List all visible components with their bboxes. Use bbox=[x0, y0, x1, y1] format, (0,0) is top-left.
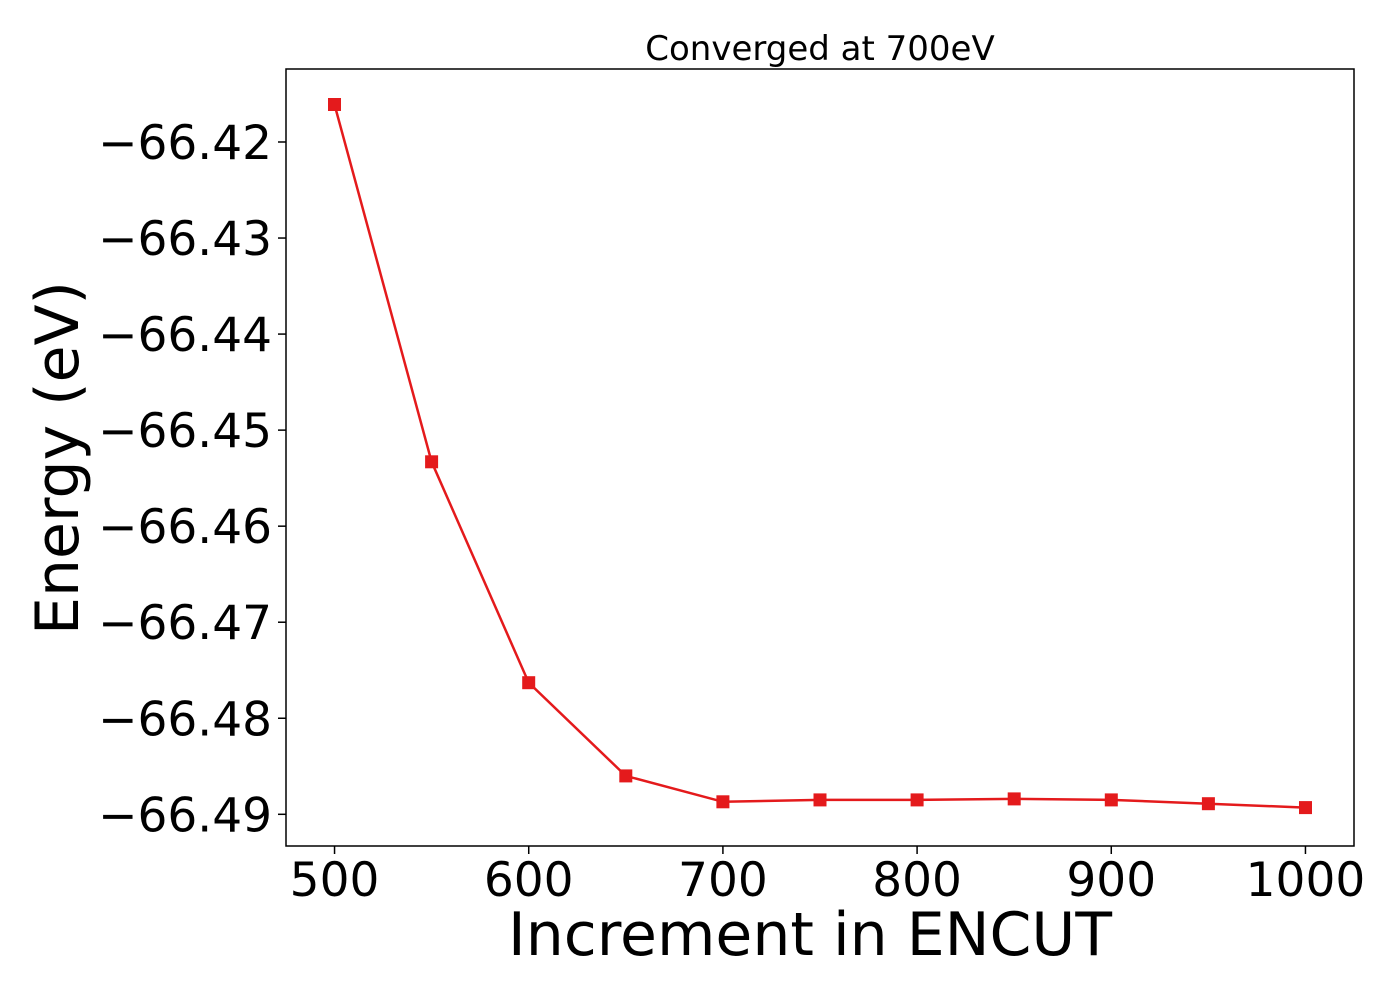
data-point bbox=[813, 793, 827, 807]
data-point bbox=[1201, 797, 1215, 811]
y-tick-label: −66.48 bbox=[98, 692, 272, 747]
data-point bbox=[716, 795, 730, 809]
x-axis-label: Increment in ENCUT bbox=[508, 900, 1112, 970]
x-tick-label: 1000 bbox=[1246, 853, 1366, 908]
data-point bbox=[522, 676, 536, 690]
data-point bbox=[910, 793, 924, 807]
x-tick-label: 900 bbox=[1066, 853, 1156, 908]
y-tick-label: −66.45 bbox=[98, 404, 272, 459]
y-axis-label: Energy (eV) bbox=[23, 281, 93, 635]
x-tick-label: 700 bbox=[678, 853, 768, 908]
y-tick-label: −66.49 bbox=[98, 788, 272, 843]
x-tick-label: 500 bbox=[290, 853, 380, 908]
y-tick-label: −66.47 bbox=[98, 596, 272, 651]
y-tick-label: −66.42 bbox=[98, 116, 272, 171]
chart-title: Converged at 700eV bbox=[645, 29, 994, 69]
x-axis: 500 600 700 800 900 1000 bbox=[290, 846, 1366, 908]
plot-series bbox=[328, 98, 1312, 815]
data-point bbox=[328, 98, 341, 111]
y-tick-label: −66.43 bbox=[98, 212, 272, 267]
data-point bbox=[425, 455, 439, 469]
data-point bbox=[619, 769, 633, 783]
x-tick-label: 800 bbox=[872, 853, 962, 908]
y-tick-label: −66.46 bbox=[98, 500, 272, 555]
data-point bbox=[1104, 793, 1118, 807]
plot-frame bbox=[285, 68, 1355, 847]
x-tick-label: 600 bbox=[484, 853, 574, 908]
data-point bbox=[1007, 792, 1021, 806]
y-tick-label: −66.44 bbox=[98, 308, 272, 363]
y-axis: −66.42 −66.43 −66.44 −66.45 −66.46 −66.47 −66.… bbox=[98, 116, 286, 843]
data-point bbox=[1299, 801, 1312, 815]
